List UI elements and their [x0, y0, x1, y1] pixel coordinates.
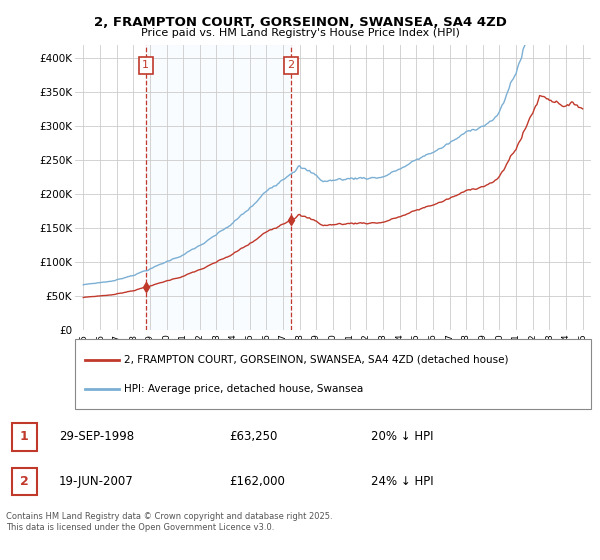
Text: 29-SEP-1998: 29-SEP-1998	[59, 430, 134, 444]
Text: 24% ↓ HPI: 24% ↓ HPI	[371, 475, 433, 488]
Text: 1: 1	[20, 430, 29, 444]
Bar	[12, 423, 37, 450]
Text: £162,000: £162,000	[229, 475, 286, 488]
Text: 2, FRAMPTON COURT, GORSEINON, SWANSEA, SA4 4ZD (detached house): 2, FRAMPTON COURT, GORSEINON, SWANSEA, S…	[124, 355, 509, 365]
Bar	[146, 45, 291, 330]
Text: Price paid vs. HM Land Registry's House Price Index (HPI): Price paid vs. HM Land Registry's House …	[140, 28, 460, 38]
Text: 20% ↓ HPI: 20% ↓ HPI	[371, 430, 433, 444]
Text: 1: 1	[142, 60, 149, 70]
Text: £63,250: £63,250	[229, 430, 278, 444]
Text: HPI: Average price, detached house, Swansea: HPI: Average price, detached house, Swan…	[124, 384, 363, 394]
Text: 19-JUN-2007: 19-JUN-2007	[59, 475, 134, 488]
Text: 2: 2	[20, 475, 29, 488]
Bar	[12, 468, 37, 496]
Text: Contains HM Land Registry data © Crown copyright and database right 2025.
This d: Contains HM Land Registry data © Crown c…	[6, 512, 332, 532]
Text: 2: 2	[287, 60, 295, 70]
Text: 2, FRAMPTON COURT, GORSEINON, SWANSEA, SA4 4ZD: 2, FRAMPTON COURT, GORSEINON, SWANSEA, S…	[94, 16, 506, 29]
